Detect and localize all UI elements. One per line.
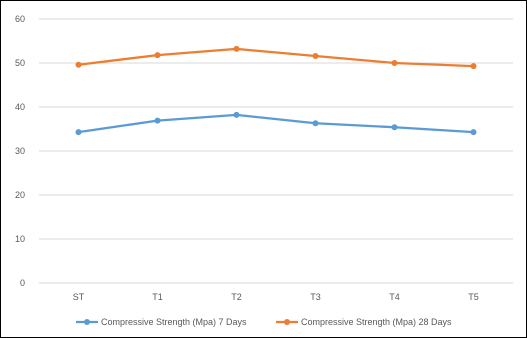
y-tick-label: 60 <box>15 14 25 24</box>
series-lines <box>75 45 477 136</box>
data-point <box>154 52 161 59</box>
legend-item-1: Compressive Strength (Mpa) 7 Days <box>76 317 247 327</box>
data-point <box>391 124 398 131</box>
x-tick-label: T2 <box>231 292 242 302</box>
y-tick-label: 30 <box>15 146 25 156</box>
legend-item-2: Compressive Strength (Mpa) 28 Days <box>276 317 452 327</box>
data-point <box>312 52 319 59</box>
y-tick-label: 50 <box>15 58 25 68</box>
legend-label: Compressive Strength (Mpa) 7 Days <box>101 317 247 327</box>
gridlines <box>39 18 513 284</box>
legend-marker <box>284 319 290 325</box>
legend-label: Compressive Strength (Mpa) 28 Days <box>301 317 452 327</box>
y-axis-ticks: 0 10 20 30 40 50 60 <box>15 14 25 288</box>
legend: Compressive Strength (Mpa) 7 Days Compres… <box>76 317 452 327</box>
y-tick-label: 0 <box>20 278 25 288</box>
series-line <box>78 47 474 68</box>
data-point <box>391 60 398 66</box>
data-point <box>312 120 319 127</box>
data-point <box>75 129 82 136</box>
y-tick-label: 20 <box>15 190 25 200</box>
data-point <box>75 61 82 68</box>
x-axis-ticks: ST T1 T2 T3 T4 T5 <box>73 292 479 302</box>
data-point <box>233 111 240 118</box>
x-tick-label: ST <box>73 292 85 302</box>
y-tick-label: 10 <box>15 234 25 244</box>
data-point <box>470 63 477 70</box>
x-tick-label: T3 <box>310 292 321 302</box>
x-tick-label: T1 <box>152 292 163 302</box>
data-point <box>154 117 161 124</box>
series-2 <box>75 45 477 70</box>
data-point <box>470 129 477 136</box>
x-tick-label: T4 <box>389 292 400 302</box>
x-tick-label: T5 <box>468 292 479 302</box>
legend-marker <box>84 319 90 325</box>
series-line <box>78 113 474 134</box>
y-tick-label: 40 <box>15 102 25 112</box>
series-1 <box>75 111 477 136</box>
data-point <box>233 45 240 52</box>
